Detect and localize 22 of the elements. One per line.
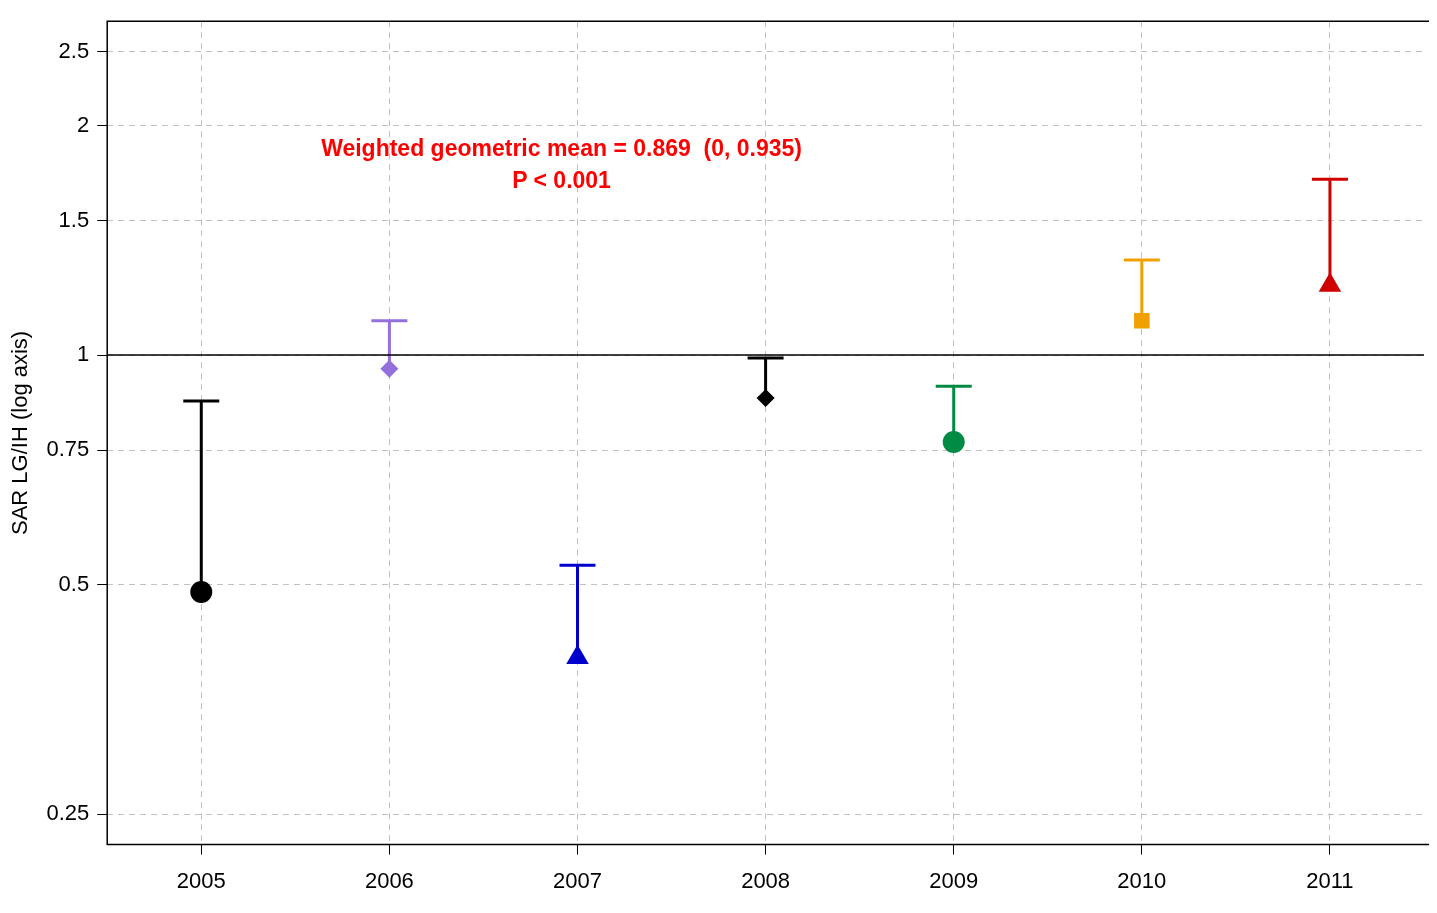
x-tick-label: 2010 (1117, 867, 1167, 893)
point (942, 430, 965, 453)
point (756, 389, 775, 408)
y-tick-label: 0.75 (46, 436, 90, 462)
point (380, 359, 399, 378)
y-tick-label: 2.5 (58, 37, 90, 63)
x-tick-label: 2005 (176, 867, 226, 893)
y-tick-label: 1 (76, 341, 90, 367)
y-tick-label: 2 (76, 111, 90, 137)
y-tick-label: 1.5 (58, 206, 90, 232)
y-tick-label: 0.5 (58, 570, 90, 596)
x-tick-label: 2008 (741, 867, 791, 893)
y-tick-label: 0.25 (46, 800, 90, 826)
x-tick-label: 2007 (553, 867, 602, 893)
annotation: Weighted geometric mean = 0.869 (0, 0.935) (321, 134, 802, 161)
x-tick-label: 2009 (929, 867, 979, 893)
point (1134, 312, 1150, 329)
annotation: P < 0.001 (512, 166, 612, 193)
x-tick-label: 2011 (1306, 867, 1354, 893)
point (190, 580, 213, 603)
y-axis-title: SAR LG/IH (log axis) (7, 330, 33, 535)
x-tick-label: 2006 (364, 867, 414, 893)
